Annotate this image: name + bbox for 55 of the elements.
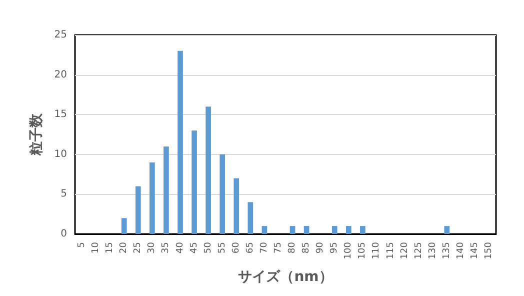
x-tick-label: 135: [442, 242, 452, 260]
bar: [346, 226, 352, 234]
bar: [192, 130, 197, 234]
bar: [164, 146, 169, 234]
x-tick-label: 130: [428, 242, 438, 260]
bar: [135, 186, 141, 234]
x-tick-label: 40: [175, 242, 186, 254]
x-tick-label: 25: [133, 242, 144, 254]
bar: [290, 226, 296, 234]
bar: [150, 162, 155, 234]
y-axis-title: 粒子数: [28, 112, 44, 156]
x-tick-label: 15: [105, 242, 116, 254]
x-tick-label: 5: [77, 242, 88, 248]
y-tick-label: 20: [54, 69, 67, 80]
y-tick-label: 5: [60, 188, 67, 200]
x-tick-label: 95: [330, 242, 340, 254]
x-tick-label: 35: [161, 242, 172, 254]
x-tick-label: 55: [217, 242, 228, 254]
x-tick-label: 100: [344, 242, 354, 260]
bar: [206, 106, 211, 234]
x-tick-label: 150: [484, 242, 494, 260]
x-tick-label: 10: [91, 242, 102, 254]
bar: [121, 218, 127, 234]
x-tick-label: 80: [288, 242, 298, 254]
bar: [304, 226, 310, 234]
x-tick-label: 50: [203, 242, 214, 254]
x-tick-label: 30: [147, 242, 158, 254]
y-tick-label: 15: [54, 109, 67, 120]
x-tick-label: 75: [273, 242, 284, 254]
bar: [248, 202, 254, 234]
x-tick-label: 65: [245, 242, 256, 254]
bar: [360, 226, 366, 234]
x-tick-label: 70: [259, 242, 270, 254]
bar: [178, 50, 183, 234]
x-tick-label: 115: [386, 242, 396, 260]
bar: [332, 226, 338, 234]
x-tick-label: 90: [316, 242, 326, 254]
bar: [220, 154, 226, 234]
x-tick-label: 85: [302, 242, 312, 254]
y-tick-label: 10: [54, 148, 67, 160]
y-tick-label: 0: [60, 228, 67, 240]
bar: [234, 178, 240, 234]
x-tick-label: 120: [400, 242, 410, 260]
x-tick-label: 45: [189, 242, 200, 254]
x-tick-label: 105: [358, 242, 368, 260]
bar: [262, 226, 268, 234]
x-tick-label: 140: [456, 242, 466, 260]
y-tick-label: 25: [54, 30, 67, 40]
bar: [444, 226, 450, 234]
x-tick-label: 110: [372, 242, 382, 260]
x-tick-label: 60: [231, 242, 242, 254]
x-axis-title: サイズ（nm）: [238, 269, 333, 285]
x-tick-label: 125: [414, 242, 424, 260]
x-tick-label: 145: [470, 242, 480, 260]
x-tick-label: 20: [119, 242, 130, 254]
